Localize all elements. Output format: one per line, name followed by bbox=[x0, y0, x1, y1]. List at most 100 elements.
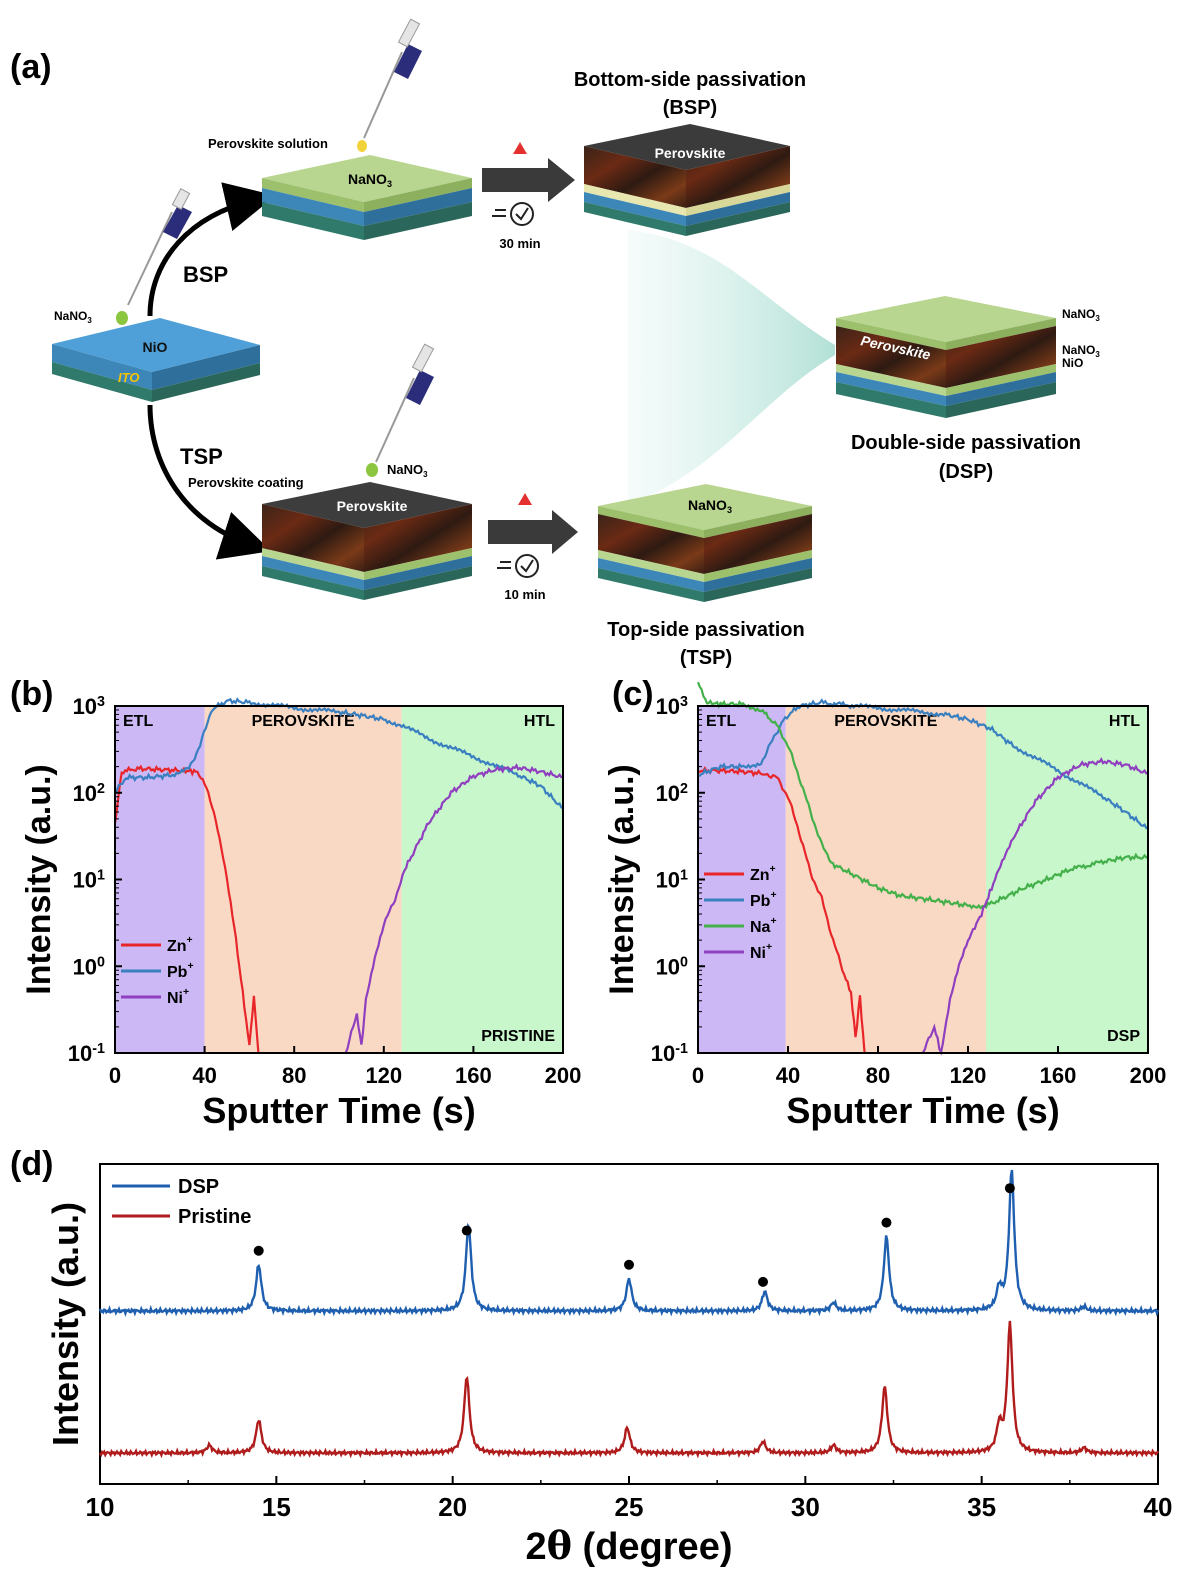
series-line-pristine bbox=[99, 1320, 1160, 1459]
region-label-htl: HTL bbox=[524, 713, 555, 730]
x-tick-label: 80 bbox=[866, 1063, 890, 1088]
nano3-drop-label-tsp: NaNO3 bbox=[387, 462, 428, 479]
series-line-pb bbox=[697, 698, 1149, 830]
legend-label-pristine: Pristine bbox=[178, 1206, 251, 1228]
bsp-block-arrow bbox=[482, 142, 575, 202]
x-tick-label: 80 bbox=[282, 1063, 306, 1088]
peak-marker bbox=[758, 1276, 769, 1287]
panel-label-a: (a) bbox=[10, 48, 52, 86]
x-tick-label: 35 bbox=[967, 1492, 996, 1522]
x-tick-label: 25 bbox=[615, 1492, 644, 1522]
pipette-icon bbox=[363, 18, 422, 139]
tsp-perovskite-stack bbox=[262, 482, 472, 600]
dsp-top-layer-label: NaNO3 bbox=[1062, 307, 1100, 323]
x-tick-label: 40 bbox=[1144, 1492, 1173, 1522]
y-axis-label: Intensity (a.u.) bbox=[45, 1202, 86, 1446]
region-label-perovskite: PEROVSKITE bbox=[252, 713, 355, 730]
x-tick-label: 200 bbox=[1130, 1063, 1167, 1088]
tsp-time-label: 10 min bbox=[504, 587, 545, 602]
region-perovskite bbox=[785, 706, 986, 1053]
panel-label-b: (b) bbox=[10, 675, 53, 713]
perovskite-coating-label: Perovskite coating bbox=[188, 475, 304, 490]
region-perovskite bbox=[204, 706, 402, 1053]
dsp-result-stack bbox=[836, 296, 1056, 418]
y-tick-label: 102 bbox=[656, 781, 688, 806]
heat-triangle-icon bbox=[513, 142, 527, 154]
tof-sims-chart-pristine: (b) ETL PEROVSKITE HTL 0 40 80 120 160 200 10-1 10… bbox=[10, 675, 581, 1131]
x-tick-label: 40 bbox=[776, 1063, 800, 1088]
x-tick-label: 160 bbox=[1040, 1063, 1077, 1088]
region-htl bbox=[986, 706, 1148, 1053]
nano3-drop-label: NaNO3 bbox=[54, 309, 92, 325]
x-tick-label: 120 bbox=[950, 1063, 987, 1088]
y-axis-label: Intensity (a.u.) bbox=[603, 764, 641, 994]
y-tick-label: 101 bbox=[73, 868, 105, 893]
x-tick-label: 30 bbox=[791, 1492, 820, 1522]
bsp-curved-arrow bbox=[147, 182, 276, 317]
x-axis-label: 2θ (degree) bbox=[526, 1523, 733, 1568]
tsp-title: Top-side passivation bbox=[607, 619, 804, 641]
nio-label: NiO bbox=[143, 339, 168, 355]
region-label-perovskite: PEROVSKITE bbox=[834, 713, 937, 730]
legend-label-ni: Ni+ bbox=[167, 987, 189, 1007]
series-line-ni bbox=[344, 763, 564, 1054]
region-etl bbox=[115, 706, 205, 1053]
y-tick-label: 10-1 bbox=[68, 1041, 105, 1066]
bsp-nano3-stack bbox=[262, 155, 472, 240]
peak-marker bbox=[253, 1245, 264, 1256]
x-axis-label: Sputter Time (s) bbox=[202, 1090, 475, 1131]
tsp-result-layer-label: NaNO3 bbox=[688, 497, 732, 515]
y-tick-label: 10-1 bbox=[651, 1041, 688, 1066]
bsp-time-label: 30 min bbox=[499, 236, 540, 251]
dsp-mid-layer-label: NaNO3 bbox=[1062, 343, 1100, 359]
x-tick-label: 15 bbox=[262, 1492, 291, 1522]
y-tick-label: 100 bbox=[656, 954, 688, 979]
legend-label-zn: Zn+ bbox=[167, 935, 193, 955]
tsp-block-arrow bbox=[488, 493, 578, 554]
x-tick-label: 40 bbox=[192, 1063, 216, 1088]
bsp-arrow-label: BSP bbox=[183, 262, 228, 287]
y-tick-label: 103 bbox=[656, 694, 688, 719]
nio-ito-stack bbox=[52, 318, 260, 402]
dsp-bottom-layer-label: NiO bbox=[1062, 356, 1083, 370]
region-htl bbox=[401, 706, 563, 1053]
tsp-arrow-label: TSP bbox=[180, 444, 223, 469]
peak-marker bbox=[461, 1225, 472, 1236]
dsp-title-abbrev: (DSP) bbox=[939, 461, 993, 483]
panel-label-d: (d) bbox=[10, 1145, 53, 1183]
peak-marker bbox=[624, 1259, 634, 1270]
region-etl bbox=[698, 706, 786, 1053]
x-tick-label: 0 bbox=[109, 1063, 121, 1088]
nano3-droplet-icon bbox=[116, 311, 128, 325]
tsp-title-abbrev: (TSP) bbox=[680, 647, 732, 669]
y-axis-label: Intensity (a.u.) bbox=[20, 764, 58, 994]
series-line-zn bbox=[697, 766, 866, 1053]
x-axis-label: Sputter Time (s) bbox=[786, 1090, 1059, 1131]
x-tick-label: 10 bbox=[86, 1492, 115, 1522]
perovskite-droplet-icon bbox=[357, 140, 367, 152]
heat-triangle-icon bbox=[518, 493, 532, 505]
corner-tag: PRISTINE bbox=[481, 1028, 555, 1045]
region-label-etl: ETL bbox=[123, 713, 153, 730]
series-line-dsp bbox=[98, 1169, 1160, 1317]
dsp-title: Double-side passivation bbox=[851, 432, 1081, 454]
bsp-title-abbrev: (BSP) bbox=[663, 97, 717, 119]
y-tick-label: 100 bbox=[73, 954, 105, 979]
x-tick-label: 120 bbox=[365, 1063, 402, 1088]
region-label-etl: ETL bbox=[706, 713, 736, 730]
peak-marker bbox=[881, 1217, 892, 1228]
y-tick-label: 101 bbox=[656, 868, 688, 893]
series-line-ni bbox=[922, 757, 1149, 1056]
bsp-result-stack bbox=[584, 124, 790, 236]
x-tick-label: 0 bbox=[692, 1063, 704, 1088]
tsp-first-layer-label: Perovskite bbox=[337, 498, 408, 514]
timer-icon bbox=[497, 554, 539, 578]
perovskite-solution-label: Perovskite solution bbox=[208, 136, 328, 151]
xrd-chart: (d) 10 15 20 25 30 35 40 2θ (degree) Intensity (… bbox=[10, 1145, 1172, 1568]
bsp-title: Bottom-side passivation bbox=[574, 69, 806, 91]
tsp-curved-arrow bbox=[147, 404, 272, 560]
x-tick-label: 200 bbox=[545, 1063, 582, 1088]
nano3-droplet-icon bbox=[366, 463, 378, 477]
timer-icon bbox=[492, 202, 534, 226]
